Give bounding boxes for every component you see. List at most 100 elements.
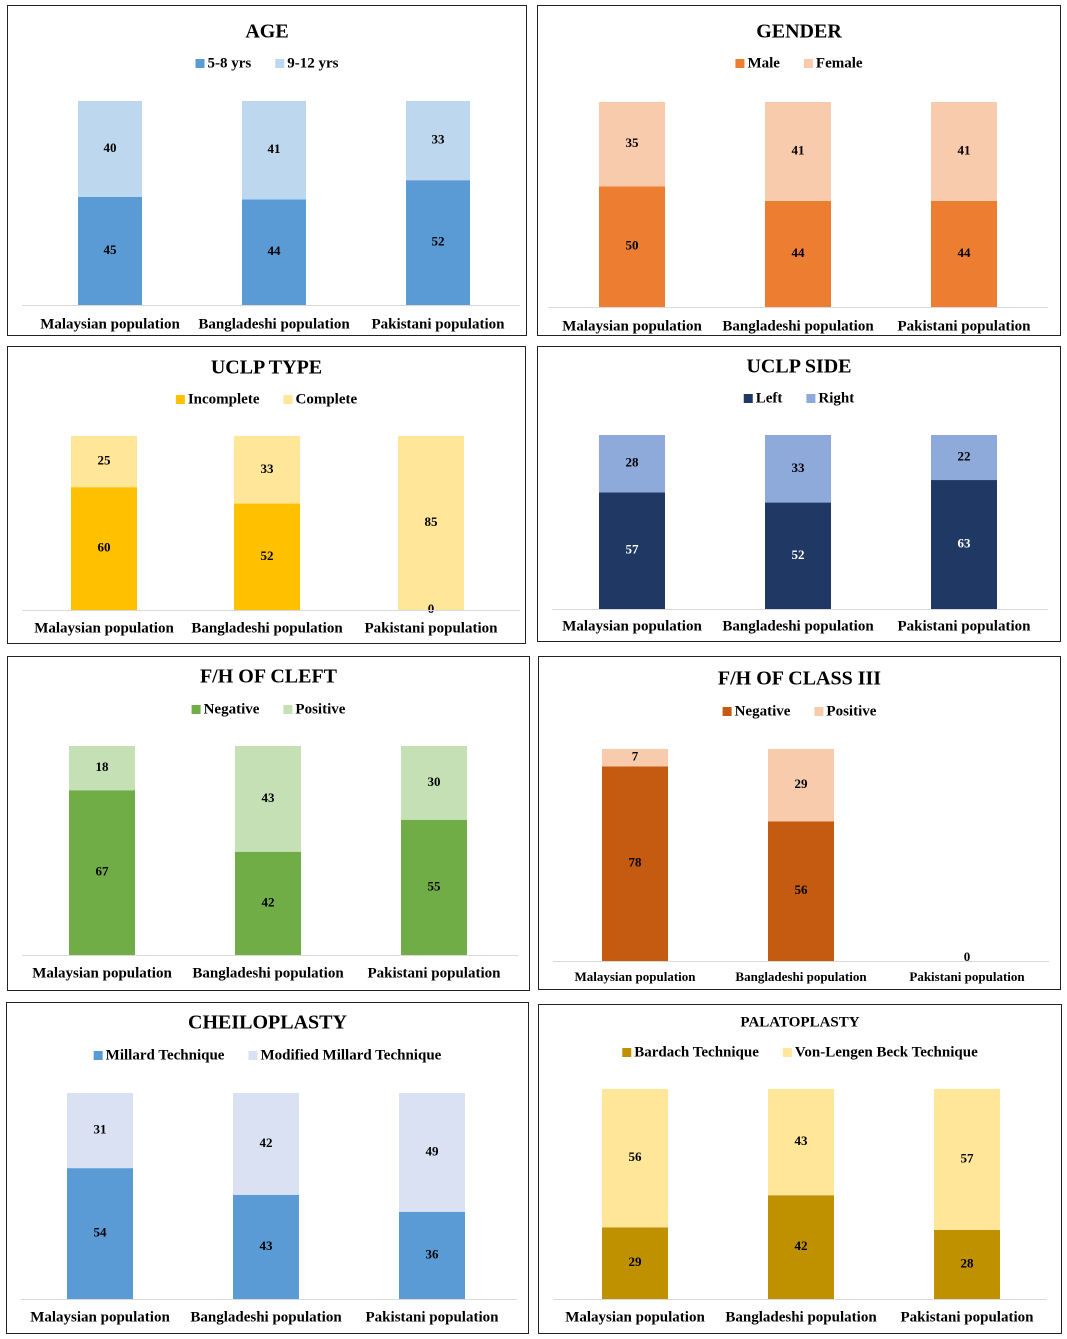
data-label-modified-millard-technique-pakistani-population: 49 (426, 1143, 440, 1158)
data-label-modified-millard-technique-bangladeshi-population: 42 (260, 1135, 273, 1150)
chart-panel-gender: GENDER Male Female 50 35 Malaysian population… (537, 5, 1061, 336)
legend-label-5-8-yrs: 5-8 yrs (208, 55, 252, 71)
category-label-pakistani-population: Pakistani population (898, 618, 1032, 634)
data-label-positive-malaysian-population: 18 (96, 759, 110, 774)
bar-modified-millard-technique-malaysian-population (67, 1093, 133, 1169)
bar-negative-bangladeshi-population (235, 851, 301, 955)
bar-incomplete-bangladeshi-population (234, 503, 300, 610)
category-label-pakistani-population: Pakistani population (898, 318, 1032, 334)
bar-positive-bangladeshi-population (768, 749, 834, 822)
chart-panel-fh-class-iii: F/H OF CLASS III Negative Positive 78 7 Malay… (538, 656, 1061, 990)
data-label-left-bangladeshi-population: 52 (792, 547, 805, 562)
data-label-von-lengen-beck-technique-malaysian-population: 56 (629, 1149, 643, 1164)
bar-von-lengen-beck-technique-malaysian-population (602, 1089, 668, 1228)
bar-millard-technique-bangladeshi-population (233, 1194, 299, 1299)
legend: Male Female (735, 55, 863, 71)
category-label-pakistani-population: Pakistani population (366, 1309, 500, 1325)
legend-swatch-left (743, 394, 753, 403)
data-label-female-malaysian-population: 35 (626, 135, 640, 150)
bar-von-lengen-beck-technique-bangladeshi-population (768, 1089, 834, 1196)
bar-positive-pakistani-population (401, 746, 467, 820)
chart-svg: UCLP TYPE Incomplete Complete 60 25 Malaysian… (22, 357, 520, 636)
chart-panel-cheiloplasty: CHEILOPLASTY Millard Technique Modified Mi… (6, 1002, 529, 1334)
data-label-female-pakistani-population: 41 (958, 142, 971, 157)
legend-label-millard-technique: Millard Technique (106, 1047, 225, 1063)
chart-svg: CHEILOPLASTY Millard Technique Modified Mi… (21, 1012, 517, 1325)
data-label-negative-malaysian-population: 78 (629, 855, 643, 870)
data-label-von-lengen-beck-technique-pakistani-population: 57 (961, 1150, 975, 1165)
legend-label-negative: Negative (735, 703, 791, 719)
legend-swatch-complete (283, 395, 293, 404)
bar-negative-pakistani-population (401, 819, 467, 955)
chart-svg: PALATOPLASTY Bardach Technique Von-Lengen … (553, 1014, 1047, 1325)
data-label-complete-bangladeshi-population: 33 (261, 461, 275, 476)
data-label-positive-bangladeshi-population: 29 (795, 776, 809, 791)
bar-bardach-technique-pakistani-population (934, 1229, 1000, 1299)
chart-svg: GENDER Male Female 50 35 Malaysian population… (548, 21, 1048, 334)
chart-panel-palatoplasty: PALATOPLASTY Bardach Technique Von-Lengen … (538, 1004, 1062, 1334)
data-label-millard-technique-malaysian-population: 54 (94, 1225, 108, 1240)
data-label-incomplete-bangladeshi-population: 52 (261, 548, 274, 563)
bar-negative-malaysian-population (602, 766, 668, 961)
chart-title: F/H OF CLASS III (718, 668, 881, 690)
bar-9-12-yrs-pakistani-population (406, 101, 470, 181)
legend-swatch-modified-millard-technique (248, 1051, 258, 1060)
legend-label-bardach-technique: Bardach Technique (634, 1044, 759, 1060)
data-label-positive-pakistani-population: 30 (428, 774, 441, 789)
data-label-bardach-technique-bangladeshi-population: 42 (795, 1238, 808, 1253)
category-label-bangladeshi-population: Bangladeshi population (722, 618, 874, 634)
data-label-incomplete-pakistani-population: 0 (428, 601, 435, 616)
legend-swatch-female (803, 59, 813, 68)
legend-label-negative: Negative (204, 701, 260, 717)
bar-millard-technique-malaysian-population (67, 1168, 133, 1299)
category-label-malaysian-population: Malaysian population (562, 318, 702, 334)
category-label-bangladeshi-population: Bangladeshi population (735, 969, 867, 984)
category-label-bangladeshi-population: Bangladeshi population (722, 318, 874, 334)
bar-male-bangladeshi-population (765, 200, 831, 307)
data-label-negative-bangladeshi-population: 42 (262, 894, 275, 909)
legend: Negative Positive (191, 701, 346, 717)
category-label-malaysian-population: Malaysian population (30, 1309, 170, 1325)
data-label-von-lengen-beck-technique-bangladeshi-population: 43 (795, 1133, 809, 1148)
data-label-male-pakistani-population: 44 (958, 245, 972, 260)
legend: 5-8 yrs 9-12 yrs (195, 55, 339, 71)
legend-swatch-right (806, 394, 816, 403)
bar-complete-pakistani-population (398, 436, 464, 610)
bar-female-malaysian-population (599, 102, 665, 187)
data-label-5-8-yrs-bangladeshi-population: 44 (268, 243, 282, 258)
bar-right-bangladeshi-population (765, 435, 831, 503)
chart-panel-uclp-side: UCLP SIDE Left Right 57 28 Malaysian populati… (537, 346, 1061, 642)
data-label-male-bangladeshi-population: 44 (792, 245, 806, 260)
category-label-pakistani-population: Pakistani population (372, 316, 506, 332)
data-label-bardach-technique-pakistani-population: 28 (961, 1255, 975, 1270)
chart-svg: F/H OF CLEFT Negative Positive 67 18 Malaysia… (22, 666, 518, 981)
legend-label-male: Male (747, 55, 780, 71)
category-label-bangladeshi-population: Bangladeshi population (725, 1309, 877, 1325)
legend-label-female: Female (816, 55, 863, 71)
legend-swatch-positive (814, 707, 824, 716)
chart-panel-uclp-type: UCLP TYPE Incomplete Complete 60 25 Malaysian… (7, 346, 526, 644)
legend: Bardach Technique Von-Lengen Beck Techniq… (622, 1044, 978, 1060)
category-label-pakistani-population: Pakistani population (365, 620, 499, 636)
legend-label-positive: Positive (826, 703, 876, 719)
bar-bardach-technique-malaysian-population (602, 1227, 668, 1299)
data-label-negative-pakistani-population: 0 (964, 949, 971, 964)
data-label-modified-millard-technique-malaysian-population: 31 (94, 1122, 107, 1137)
legend-label-positive: Positive (295, 701, 345, 717)
data-label-negative-pakistani-population: 55 (428, 878, 442, 893)
data-label-right-bangladeshi-population: 33 (792, 460, 806, 475)
legend-label-von-lengen-beck-technique: Von-Lengen Beck Technique (795, 1044, 978, 1060)
legend-label-modified-millard-technique: Modified Millard Technique (260, 1047, 441, 1063)
legend-swatch-9-12-yrs (275, 59, 285, 68)
legend-label-9-12-yrs: 9-12 yrs (287, 55, 338, 71)
bar-9-12-yrs-malaysian-population (78, 101, 142, 197)
chart-title: AGE (245, 21, 288, 43)
data-label-9-12-yrs-pakistani-population: 33 (432, 132, 446, 147)
bar-5-8-yrs-bangladeshi-population (242, 199, 306, 305)
chart-title: CHEILOPLASTY (188, 1012, 347, 1034)
legend-swatch-negative (191, 705, 201, 714)
legend-swatch-incomplete (175, 395, 185, 404)
bar-negative-malaysian-population (69, 790, 135, 955)
chart-panel-age: AGE 5-8 yrs 9-12 yrs 45 40 Malaysian populati… (7, 5, 527, 336)
data-label-male-malaysian-population: 50 (626, 238, 639, 253)
